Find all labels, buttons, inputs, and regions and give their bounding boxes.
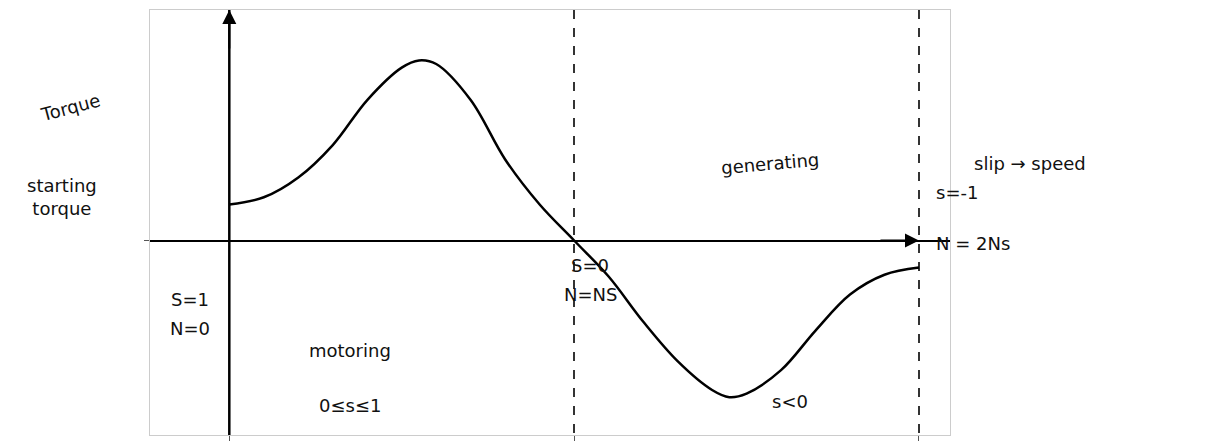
svg-text:slip → speed: slip → speed [974, 153, 1086, 174]
svg-text:motoring: motoring [309, 340, 391, 361]
svg-text:Torque: Torque [38, 89, 102, 125]
svg-text:S=1: S=1 [171, 289, 209, 310]
svg-text:N = 2Ns: N = 2Ns [936, 233, 1010, 254]
svg-text:N=0: N=0 [170, 318, 210, 339]
svg-text:s=-1: s=-1 [936, 182, 978, 203]
svg-text:N=NS: N=NS [564, 284, 617, 305]
svg-text:startingtorque: startingtorque [27, 175, 97, 219]
svg-text:S=0: S=0 [571, 255, 609, 276]
svg-text:0≤s≤1: 0≤s≤1 [319, 395, 381, 416]
svg-text:s<0: s<0 [772, 391, 808, 412]
svg-text:generating: generating [720, 149, 820, 178]
